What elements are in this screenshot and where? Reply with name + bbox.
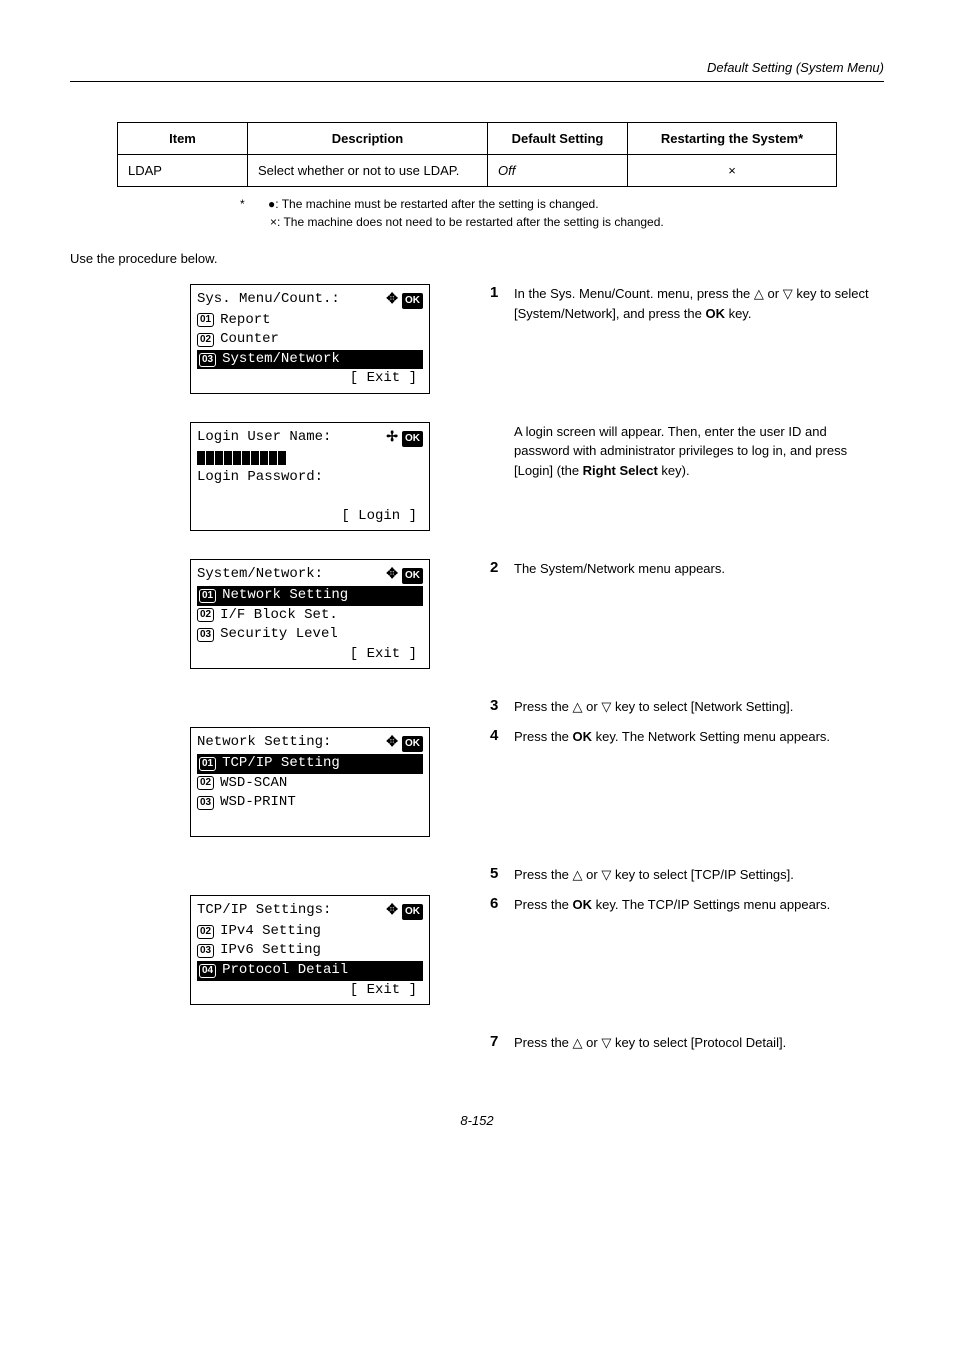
lcd-login-user: Login User Name: (197, 428, 331, 448)
footnote-star: * (240, 197, 245, 211)
nav-icon: ✥ (386, 565, 398, 581)
step-number: 7 (490, 1033, 514, 1053)
footnote-line2: ×: The machine does not need to be resta… (270, 215, 664, 229)
item-num: 02 (197, 608, 214, 622)
nav-icon: ✥ (386, 290, 398, 306)
lcd-login: Login User Name: ✢OK Login Password: [ L… (190, 422, 430, 531)
item-num: 03 (199, 353, 216, 367)
cell-desc: Select whether or not to use LDAP. (248, 155, 488, 187)
lcd-item: Counter (220, 330, 279, 350)
item-num: 04 (199, 964, 216, 978)
lcd-title: TCP/IP Settings: (197, 901, 331, 921)
lcd-softkey: [ Exit ] (197, 369, 423, 389)
lcd-softkey: [ Login ] (197, 507, 423, 527)
lcd-tcpip-settings: TCP/IP Settings: ✥OK 02 IPv4 Setting 03 IP… (190, 895, 430, 1005)
nav-icon: ✢ (386, 428, 398, 444)
down-triangle-icon: ▽ (601, 1035, 611, 1050)
item-num: 03 (197, 796, 214, 810)
lcd-sys-menu: Sys. Menu/Count.: ✥OK 01 Report 02 Counter… (190, 284, 430, 394)
ok-icon: OK (402, 568, 423, 584)
up-triangle-icon: △ (573, 699, 583, 714)
step-number: 4 (490, 727, 514, 747)
step-text: In the Sys. Menu/Count. menu, press the … (514, 284, 884, 323)
item-num: 02 (197, 333, 214, 347)
cell-item: LDAP (118, 155, 248, 187)
step-text: The System/Network menu appears. (514, 559, 725, 579)
step-text: A login screen will appear. Then, enter … (514, 422, 884, 481)
page-number: 8-152 (70, 1113, 884, 1128)
lcd-softkey: [ Exit ] (197, 645, 423, 665)
footnote: * ●: The machine must be restarted after… (240, 195, 884, 231)
lcd-item-selected: System/Network (222, 350, 340, 370)
item-num: 02 (197, 925, 214, 939)
lcd-item: WSD-PRINT (220, 793, 296, 813)
ok-icon: OK (402, 736, 423, 752)
ok-icon: OK (402, 431, 423, 447)
step-number: 2 (490, 559, 514, 579)
th-item: Item (118, 123, 248, 155)
item-num: 02 (197, 776, 214, 790)
step-text: Press the OK key. The Network Setting me… (514, 727, 830, 747)
lcd-item: I/F Block Set. (220, 606, 338, 626)
up-triangle-icon: △ (573, 867, 583, 882)
lcd-item: IPv4 Setting (220, 922, 321, 942)
item-num: 01 (197, 313, 214, 327)
lcd-item-selected: Network Setting (222, 586, 348, 606)
step-text: Press the △ or ▽ key to select [TCP/IP S… (514, 865, 794, 885)
lcd-item: Security Level (220, 625, 338, 645)
page-header: Default Setting (System Menu) (70, 60, 884, 75)
step-number: 6 (490, 895, 514, 915)
up-triangle-icon: △ (573, 1035, 583, 1050)
step-spacer (490, 422, 514, 481)
cell-restart: × (628, 155, 837, 187)
down-triangle-icon: ▽ (601, 867, 611, 882)
th-restart: Restarting the System* (628, 123, 837, 155)
th-default: Default Setting (488, 123, 628, 155)
cell-default: Off (488, 155, 628, 187)
footnote-line1: ●: The machine must be restarted after t… (268, 197, 599, 211)
step-text: Press the △ or ▽ key to select [Protocol… (514, 1033, 786, 1053)
item-num: 01 (199, 589, 216, 603)
settings-table: Item Description Default Setting Restart… (117, 122, 837, 187)
step-number: 5 (490, 865, 514, 885)
step-number: 1 (490, 284, 514, 323)
item-num: 03 (197, 944, 214, 958)
lcd-item: IPv6 Setting (220, 941, 321, 961)
lcd-item-selected: TCP/IP Setting (222, 754, 340, 774)
nav-icon: ✥ (386, 733, 398, 749)
item-num: 03 (197, 628, 214, 642)
th-desc: Description (248, 123, 488, 155)
lcd-item: Report (220, 311, 270, 331)
step-text: Press the OK key. The TCP/IP Settings me… (514, 895, 830, 915)
lcd-softkey: [ Exit ] (197, 981, 423, 1001)
header-rule (70, 81, 884, 82)
down-triangle-icon: ▽ (601, 699, 611, 714)
item-num: 01 (199, 757, 216, 771)
lcd-system-network: System/Network: ✥OK 01 Network Setting 02… (190, 559, 430, 669)
nav-icon: ✥ (386, 901, 398, 917)
down-triangle-icon: ▽ (783, 286, 793, 301)
step-number: 3 (490, 697, 514, 717)
input-cursor (197, 451, 286, 465)
lcd-title: Network Setting: (197, 733, 331, 753)
lcd-network-setting: Network Setting: ✥OK 01 TCP/IP Setting 02… (190, 727, 430, 837)
table-row: LDAP Select whether or not to use LDAP. … (118, 155, 837, 187)
ok-icon: OK (402, 904, 423, 920)
lcd-title: System/Network: (197, 565, 323, 585)
step-text: Press the △ or ▽ key to select [Network … (514, 697, 793, 717)
lcd-login-pass: Login Password: (197, 468, 323, 488)
lcd-title: Sys. Menu/Count.: (197, 290, 340, 310)
intro-text: Use the procedure below. (70, 251, 884, 266)
ok-icon: OK (402, 293, 423, 309)
lcd-item: WSD-SCAN (220, 774, 287, 794)
up-triangle-icon: △ (754, 286, 764, 301)
lcd-item-selected: Protocol Detail (222, 961, 348, 981)
